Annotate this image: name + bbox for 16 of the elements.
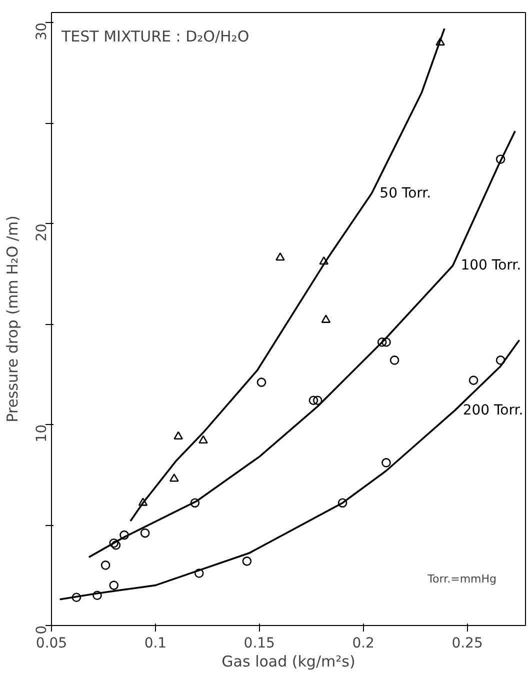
x-tick-label: 0.2 <box>352 636 374 652</box>
y-tick-label: 10 <box>34 424 50 442</box>
annotation: TEST MIXTURE : D₂O/H₂O <box>60 28 250 46</box>
y-tick-label: 0 <box>34 625 50 634</box>
y-tick-label: 30 <box>34 22 50 40</box>
series-label: 50 Torr. <box>380 185 432 202</box>
annotation: Torr.=mmHg <box>426 572 497 586</box>
series-label: 100 Torr. <box>460 258 522 274</box>
y-axis-title: Pressure drop (mm H₂O /m) <box>4 216 22 422</box>
x-tick-label: 0.25 <box>452 636 483 652</box>
x-tick-label: 0.05 <box>36 636 68 652</box>
x-tick-label: 0.1 <box>144 636 167 652</box>
series-label: 200 Torr. <box>462 402 524 418</box>
x-axis-title: Gas load (kg/m²s) <box>222 652 356 670</box>
x-tick-label: 0.15 <box>244 636 275 652</box>
y-tick-label: 20 <box>34 224 50 242</box>
